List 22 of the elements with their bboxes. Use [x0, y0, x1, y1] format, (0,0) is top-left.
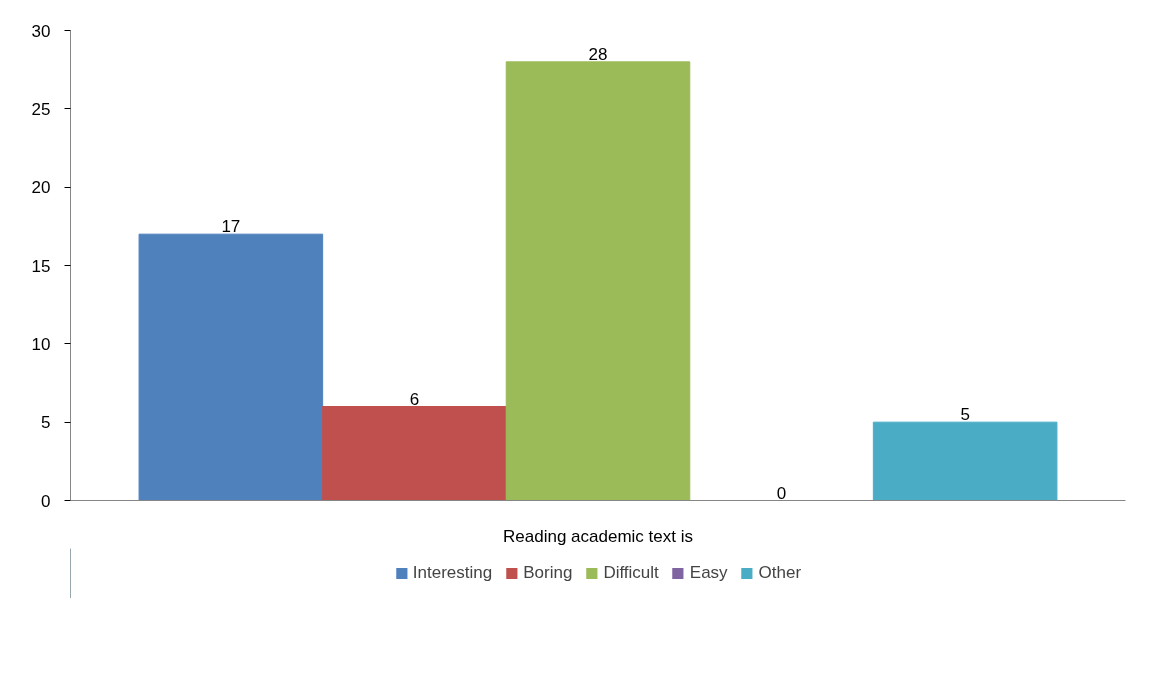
data-label: 6 [409, 389, 420, 409]
legend-label: Boring [523, 563, 573, 583]
x-tick-label: Reading academic text is [503, 526, 693, 546]
legend-label: Easy [689, 563, 728, 583]
bar [872, 421, 1058, 501]
legend-label: Difficult [603, 563, 659, 583]
y-tick-label: 25 [31, 99, 51, 119]
bar [138, 233, 324, 501]
y-tick-label: 20 [31, 178, 51, 198]
data-label: 5 [960, 405, 970, 425]
y-tick-label: 10 [31, 334, 51, 354]
data-label: 0 [776, 483, 787, 503]
bar [322, 406, 507, 501]
legend-label: Other [758, 563, 802, 583]
data-label: 28 [588, 44, 608, 64]
y-tick-label: 0 [41, 491, 51, 511]
y-tick-label: 5 [41, 413, 51, 433]
y-tick-label: 30 [31, 21, 51, 41]
legend-label: Interesting [412, 563, 493, 583]
data-label: 17 [221, 217, 241, 237]
y-tick-label: 15 [31, 256, 51, 276]
bar [505, 61, 691, 501]
